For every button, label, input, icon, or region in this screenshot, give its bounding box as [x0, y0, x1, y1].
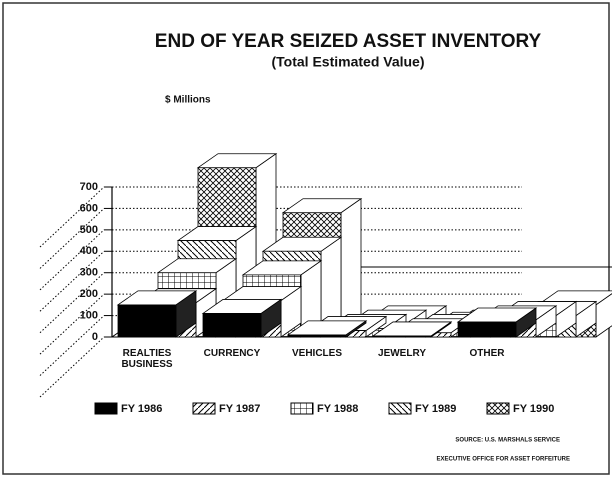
- depth-line: [39, 208, 105, 269]
- depth-line: [39, 229, 105, 291]
- legend-swatch: [290, 402, 314, 415]
- depth-line: [39, 315, 105, 376]
- bar: [371, 321, 453, 338]
- legend-label: FY 1988: [317, 403, 358, 415]
- x-tick-label: JEWELRY: [378, 348, 426, 359]
- legend-swatch: [94, 402, 118, 415]
- x-tick-label: OTHER: [469, 348, 505, 359]
- x-tick-label: VEHICLES: [291, 348, 342, 359]
- chart-subtitle: (Total Estimated Value): [272, 54, 425, 70]
- bar: [116, 290, 198, 338]
- depth-line: [39, 250, 105, 312]
- y-tick-label: 400: [80, 245, 98, 257]
- bar: [456, 307, 538, 338]
- depth-line: [39, 293, 105, 355]
- bar: [286, 320, 368, 338]
- legend-swatch: [192, 402, 216, 415]
- y-tick-label: 700: [80, 181, 98, 193]
- y-tick-label: 200: [80, 288, 98, 300]
- y-tick-label: 500: [80, 224, 98, 236]
- legend-label: FY 1990: [513, 403, 554, 415]
- legend-swatch: [486, 402, 510, 415]
- bar: [201, 298, 283, 338]
- depth-line: [39, 272, 105, 334]
- y-tick-label: 600: [80, 202, 98, 214]
- depth-line: [39, 336, 105, 398]
- y-tick-label: 100: [80, 309, 98, 321]
- source: EXECUTIVE OFFICE FOR ASSET FORFEITURE: [437, 457, 570, 463]
- legend-label: FY 1987: [219, 403, 260, 415]
- legend-label: FY 1986: [121, 403, 162, 415]
- source: SOURCE: U.S. MARSHALS SERVICE: [455, 438, 560, 444]
- legend-swatch: [388, 402, 412, 415]
- legend-label: FY 1989: [415, 403, 456, 415]
- x-tick-label: CURRENCY: [203, 348, 261, 359]
- depth-line: [39, 186, 105, 248]
- y-axis-label: $ Millions: [165, 95, 211, 106]
- chart-title: END OF YEAR SEIZED ASSET INVENTORY: [155, 31, 542, 52]
- y-tick-label: 0: [92, 331, 98, 343]
- y-tick-label: 300: [80, 267, 98, 279]
- x-tick-label: REALTIES BUSINESS: [121, 348, 173, 370]
